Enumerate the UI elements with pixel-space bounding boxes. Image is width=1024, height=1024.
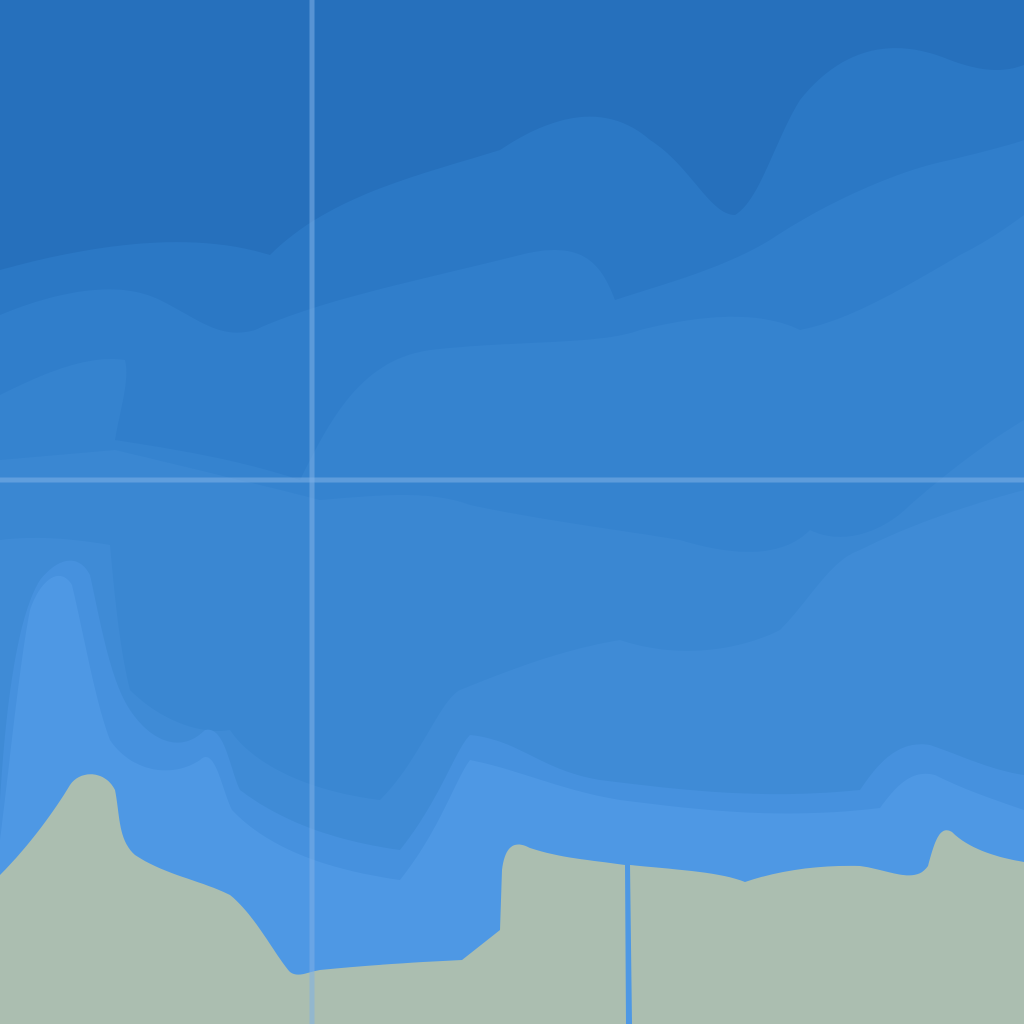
- land: [0, 774, 1024, 1024]
